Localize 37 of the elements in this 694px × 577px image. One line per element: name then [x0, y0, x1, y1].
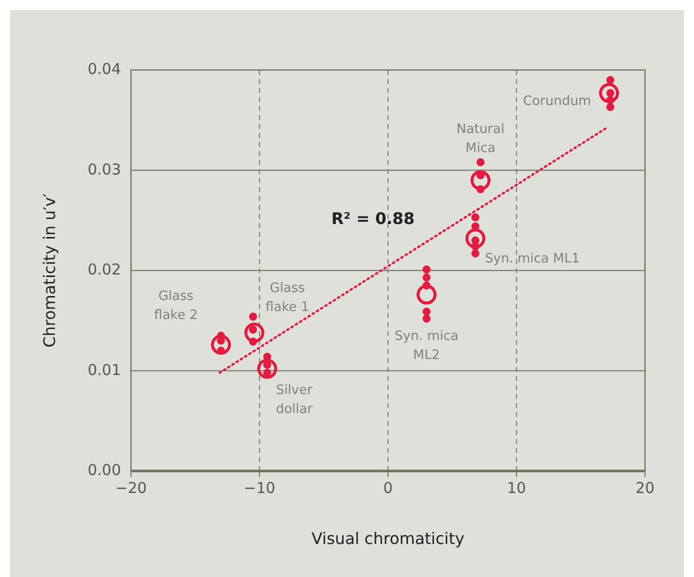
point	[244, 322, 264, 343]
y-axis-title: Chromaticity in u′v′	[40, 193, 59, 348]
x-tick-label: −20	[115, 479, 147, 497]
point	[471, 213, 480, 222]
annotation: Corundum	[523, 94, 592, 109]
x-tick-label: 20	[635, 479, 655, 497]
point	[606, 76, 614, 84]
annotation: Syn. mica ML2	[394, 328, 458, 363]
y-tick-label: 0.01	[88, 360, 121, 379]
point	[471, 249, 480, 258]
y-tick-label: 0.00	[88, 461, 121, 480]
x-tick-label: 10	[506, 479, 526, 497]
point	[249, 312, 258, 321]
y-tick-label: 0.02	[88, 260, 121, 279]
point	[606, 103, 614, 112]
point	[416, 284, 437, 305]
annotation: Syn. mica ML1	[485, 250, 580, 266]
point	[476, 158, 485, 166]
point	[599, 83, 620, 104]
point	[470, 170, 491, 190]
y-tick-label: 0.03	[88, 160, 121, 178]
annotation: Glass flake 1	[266, 280, 310, 315]
x-tick-label: −10	[244, 479, 276, 497]
annotation: Glass flake 2	[154, 288, 198, 323]
point	[210, 334, 231, 355]
y-tick-label: 0.04	[88, 60, 121, 78]
x-tick-label: 0	[383, 479, 393, 497]
x-axis-title: Visual chromaticity	[312, 529, 464, 548]
point	[422, 274, 431, 282]
point	[422, 314, 431, 323]
point	[257, 358, 278, 379]
point	[422, 308, 431, 316]
annotation: Silver dollar	[276, 382, 314, 417]
annotation: R² = 0.88	[331, 209, 415, 228]
annotation: Natural Mica	[456, 121, 504, 156]
point	[465, 228, 486, 248]
point	[422, 265, 431, 274]
